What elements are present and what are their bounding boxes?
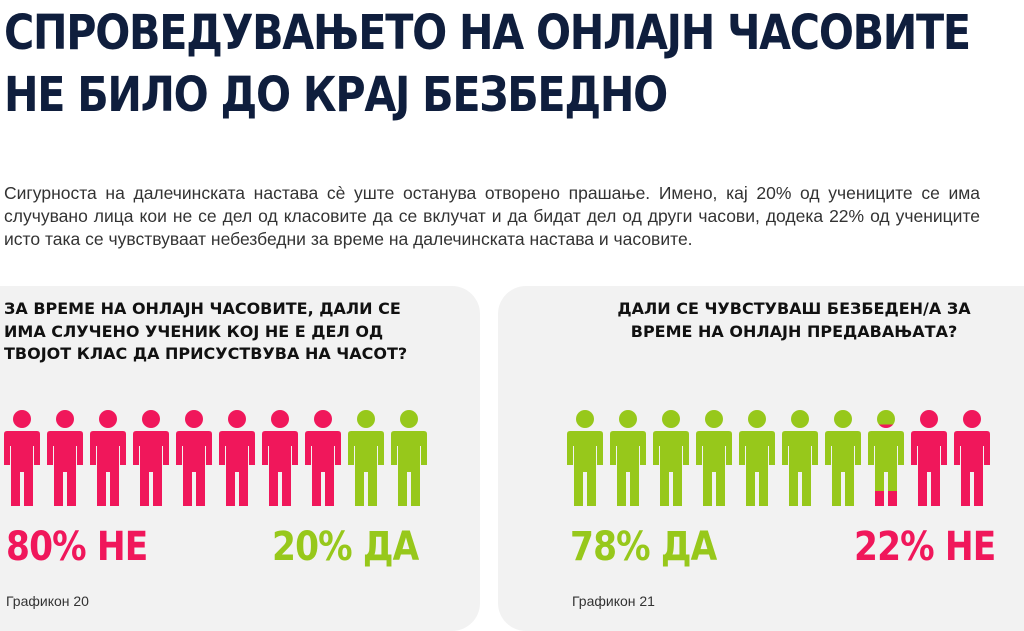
person-icon — [4, 410, 40, 511]
person-icon — [911, 410, 947, 511]
person-icon — [348, 410, 384, 511]
chart-21-caption: Графикон 21 — [572, 593, 655, 609]
person-icon — [567, 410, 603, 511]
chart-20-yes-label: 20% ДА — [272, 524, 419, 570]
title-line-1: СПРОВЕДУВАЊЕТО НА ОНЛАЈН ЧАСОВИТЕ — [4, 5, 971, 61]
intro-paragraph: Сигурноста на далечинската настава сè уш… — [4, 183, 980, 249]
chart-21-no-label: 22% НЕ — [854, 524, 996, 570]
page-title: СПРОВЕДУВАЊЕТО НА ОНЛАЈН ЧАСОВИТЕ НЕ БИЛ… — [4, 2, 971, 126]
person-icon — [391, 410, 427, 511]
person-icon — [782, 410, 818, 511]
person-icon — [262, 410, 298, 511]
chart-21-question: ДАЛИ СЕ ЧУВСТУВАШ БЕЗБЕДЕН/А ЗА ВРЕМЕ НА… — [617, 299, 971, 341]
person-icon — [219, 410, 255, 511]
person-icon — [305, 410, 341, 511]
person-icon — [868, 410, 904, 511]
person-icon — [825, 410, 861, 511]
title-line-2: НЕ БИЛО ДО КРАЈ БЕЗБЕДНО — [4, 67, 668, 123]
person-icon — [739, 410, 775, 511]
person-icon — [954, 410, 990, 511]
chart-20-question: ЗА ВРЕМЕ НА ОНЛАЈН ЧАСОВИТЕ, ДАЛИ СЕ ИМА… — [4, 299, 408, 363]
person-icon — [696, 410, 732, 511]
person-icon — [90, 410, 126, 511]
chart-20-no-label: 80% НЕ — [6, 524, 148, 570]
person-icon — [653, 410, 689, 511]
person-icon — [610, 410, 646, 511]
person-icon — [47, 410, 83, 511]
chart-21-yes-label: 78% ДА — [570, 524, 717, 570]
person-icon — [176, 410, 212, 511]
chart-20-caption: Графикон 20 — [6, 593, 89, 609]
person-icon — [133, 410, 169, 511]
